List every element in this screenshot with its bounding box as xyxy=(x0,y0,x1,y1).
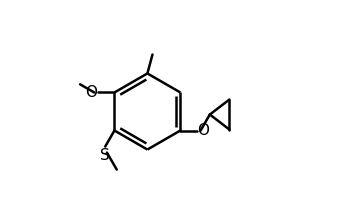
Text: O: O xyxy=(197,123,209,138)
Text: O: O xyxy=(85,85,98,100)
Text: S: S xyxy=(100,148,110,163)
